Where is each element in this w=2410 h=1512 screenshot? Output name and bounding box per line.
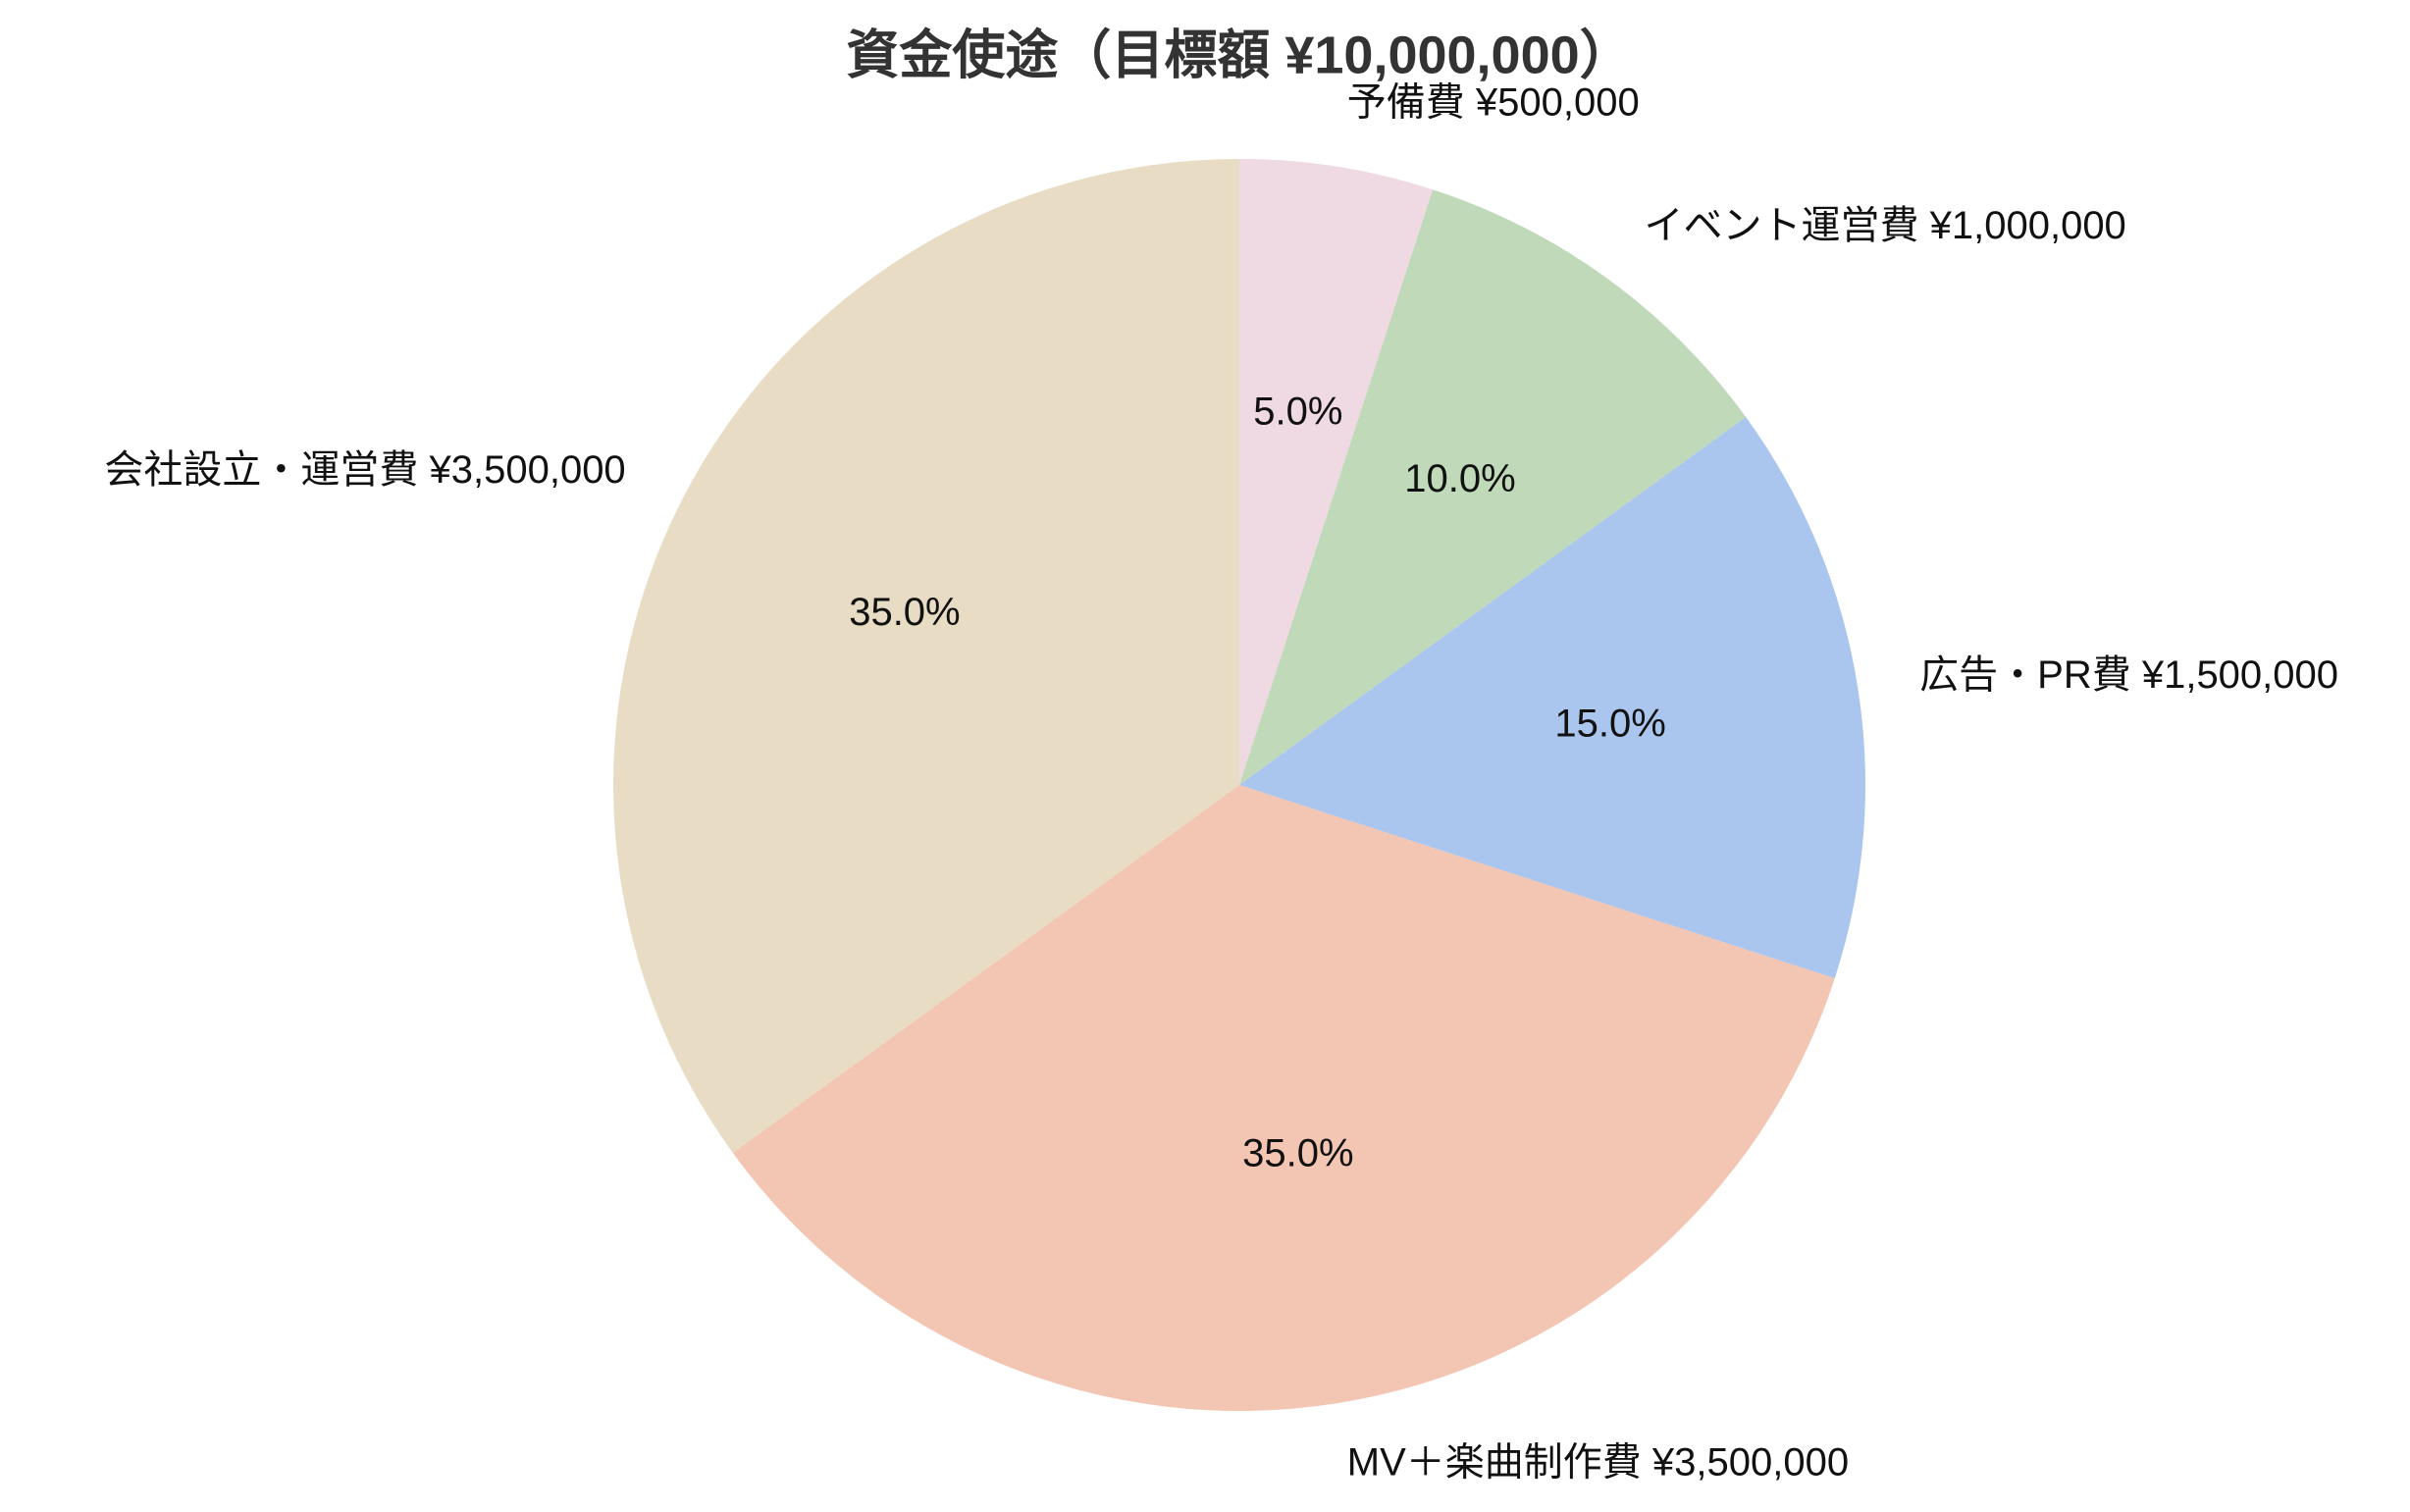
value-label: 10.0% [1404, 457, 1515, 500]
slice-label: イベント運営費 ¥1,000,000 [1645, 204, 2126, 247]
slice-label: 予備費 ¥500,000 [1347, 80, 1640, 124]
value-label: 15.0% [1554, 703, 1665, 746]
value-label: 35.0% [849, 591, 960, 634]
pie-slice [1239, 416, 1865, 979]
slice-label: 広告・PR費 ¥1,500,000 [1919, 653, 2338, 697]
slice-label: 会社設立・運営費 ¥3,500,000 [104, 448, 625, 492]
pie-slice [1239, 159, 1434, 785]
chart-title: 資金使途（目標額 ¥10,000,000） [846, 26, 1632, 84]
pie-slice [613, 158, 1239, 1154]
value-label: 35.0% [1242, 1132, 1353, 1175]
slice-label: MV＋楽曲制作費 ¥3,500,000 [1347, 1441, 1849, 1485]
pie-slice [1239, 189, 1747, 785]
pie-slice [732, 785, 1835, 1411]
value-label: 5.0% [1253, 390, 1342, 433]
